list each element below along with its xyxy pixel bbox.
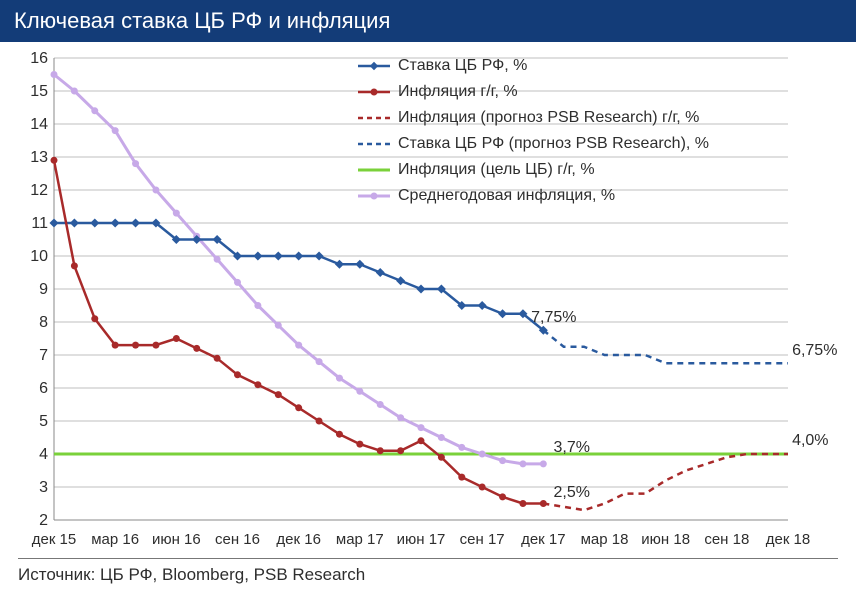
svg-text:дек 16: дек 16 <box>276 531 321 548</box>
legend-swatch <box>358 85 390 99</box>
chart-annotation: 3,7% <box>554 439 590 457</box>
svg-text:7: 7 <box>39 347 48 364</box>
svg-text:4: 4 <box>39 446 48 463</box>
legend-item-rate-actual: Ставка ЦБ РФ, % <box>358 54 709 78</box>
legend-swatch <box>358 137 390 151</box>
svg-text:дек 17: дек 17 <box>521 531 566 548</box>
legend-swatch <box>358 163 390 177</box>
svg-text:июн 18: июн 18 <box>641 531 690 548</box>
legend-label: Среднегодовая инфляция, % <box>398 184 615 208</box>
chart-container: 2 3 4 5 6 7 8 9 10 11 12 13 14 15 16 дек 15 мар 16 июн 16… <box>18 52 838 552</box>
legend-item-inflation-forecast: Инфляция (прогноз PSB Research) г/г, % <box>358 106 709 130</box>
chart-annotation: 6,75% <box>792 342 837 360</box>
svg-text:сен 16: сен 16 <box>215 531 260 548</box>
legend-label: Ставка ЦБ РФ (прогноз PSB Research), % <box>398 132 709 156</box>
svg-text:16: 16 <box>30 52 48 67</box>
svg-text:10: 10 <box>30 248 48 265</box>
source-line: Источник: ЦБ РФ, Bloomberg, PSB Research <box>18 558 838 585</box>
svg-text:мар 17: мар 17 <box>336 531 384 548</box>
legend-label: Инфляция г/г, % <box>398 80 518 104</box>
legend-item-rate-forecast: Ставка ЦБ РФ (прогноз PSB Research), % <box>358 132 709 156</box>
chart-annotation: 4,0% <box>792 432 828 450</box>
svg-text:2: 2 <box>39 512 48 529</box>
svg-text:13: 13 <box>30 149 48 166</box>
svg-text:12: 12 <box>30 182 48 199</box>
legend-swatch <box>358 111 390 125</box>
svg-text:9: 9 <box>39 281 48 298</box>
svg-text:мар 18: мар 18 <box>581 531 629 548</box>
legend-label: Инфляция (цель ЦБ) г/г, % <box>398 158 595 182</box>
legend-label: Ставка ЦБ РФ, % <box>398 54 527 78</box>
svg-text:15: 15 <box>30 83 48 100</box>
chart-annotation: 2,5% <box>554 484 590 502</box>
legend-swatch <box>358 59 390 73</box>
svg-text:июн 16: июн 16 <box>152 531 201 548</box>
svg-text:мар 16: мар 16 <box>91 531 139 548</box>
legend-label: Инфляция (прогноз PSB Research) г/г, % <box>398 106 699 130</box>
svg-text:июн 17: июн 17 <box>397 531 446 548</box>
svg-text:сен 17: сен 17 <box>460 531 505 548</box>
chart-title: Ключевая ставка ЦБ РФ и инфляция <box>0 0 856 42</box>
svg-text:14: 14 <box>30 116 48 133</box>
svg-text:3: 3 <box>39 479 48 496</box>
svg-text:5: 5 <box>39 413 48 430</box>
svg-text:дек 18: дек 18 <box>766 531 811 548</box>
legend-item-inflation-avg: Среднегодовая инфляция, % <box>358 184 709 208</box>
svg-text:дек 15: дек 15 <box>32 531 77 548</box>
svg-text:11: 11 <box>31 215 48 232</box>
svg-text:8: 8 <box>39 314 48 331</box>
legend: Ставка ЦБ РФ, % Инфляция г/г, % Инфляция… <box>358 54 709 210</box>
legend-swatch <box>358 189 390 203</box>
chart-annotation: 7,75% <box>531 309 576 327</box>
legend-item-inflation-target: Инфляция (цель ЦБ) г/г, % <box>358 158 709 182</box>
svg-text:6: 6 <box>39 380 48 397</box>
svg-text:сен 18: сен 18 <box>704 531 749 548</box>
legend-item-inflation-actual: Инфляция г/г, % <box>358 80 709 104</box>
